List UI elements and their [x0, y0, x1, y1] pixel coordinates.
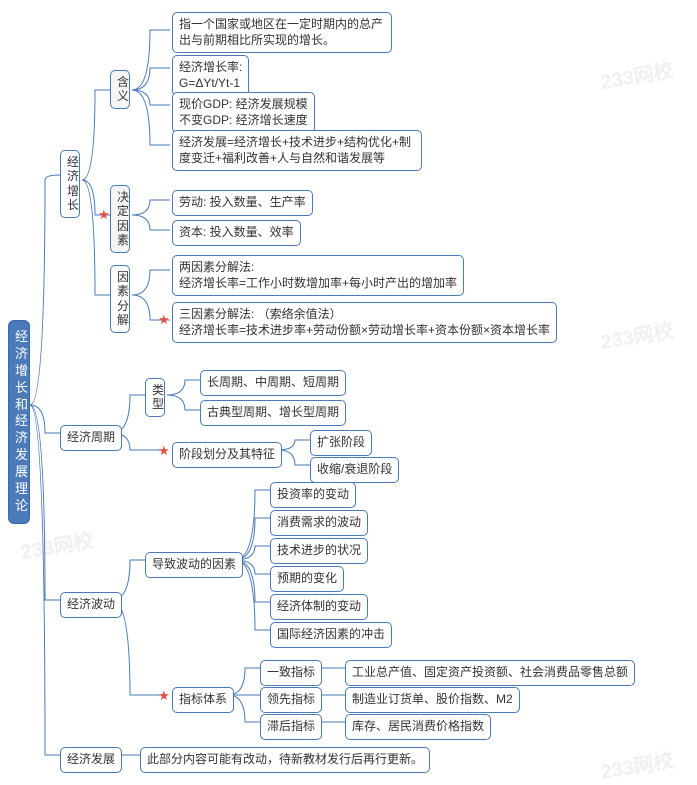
root-node: 经济增长和经济发展理论 — [8, 320, 30, 524]
leaf-m3: 现价GDP: 经济发展规模 不变GDP: 经济增长速度 — [172, 92, 315, 133]
leaf-i2: 领先指标 — [260, 687, 322, 713]
leaf-m2: 经济增长率: G=ΔYt/Yt-1 — [172, 55, 249, 96]
node-fluct-index: 指标体系 — [172, 687, 234, 713]
leaf-d1: 两因素分解法: 经济增长率=工作小时数增加率+每小时产出的增加率 — [172, 255, 464, 296]
node-growth: 经济增长 — [60, 150, 80, 218]
watermark: 233网校 — [18, 524, 95, 565]
leaf-i1: 一致指标 — [260, 660, 322, 686]
leaf-m4: 经济发展=经济增长+技术进步+结构优化+制度变迁+福利改善+人与自然和谐发展等 — [172, 130, 422, 171]
leaf-fc6: 国际经济因素的冲击 — [270, 622, 392, 648]
star-icon: ★ — [98, 207, 110, 223]
leaf-m1: 指一个国家或地区在一定时期内的总产出与前期相比所实现的增长。 — [172, 12, 392, 53]
leaf-ct1: 长周期、中周期、短周期 — [200, 370, 346, 396]
node-cycle: 经济周期 — [60, 425, 122, 451]
leaf-fc1: 投资率的变动 — [270, 482, 356, 508]
watermark: 233网校 — [598, 314, 675, 355]
node-dev: 经济发展 — [60, 747, 122, 773]
leaf-ct2: 古典型周期、增长型周期 — [200, 400, 346, 426]
node-cycle-stage: 阶段划分及其特征 — [172, 442, 282, 468]
node-cycle-type: 类型 — [145, 378, 165, 417]
leaf-fc2: 消费需求的波动 — [270, 510, 368, 536]
node-fluct-cause: 导致波动的因素 — [145, 552, 243, 578]
leaf-fc3: 技术进步的状况 — [270, 538, 368, 564]
leaf-i1d: 工业总产值、固定资产投资额、社会消费品零售总额 — [345, 660, 635, 686]
leaf-i3d: 库存、居民消费价格指数 — [345, 714, 491, 740]
star-icon: ★ — [158, 443, 170, 459]
leaf-i2d: 制造业订货单、股价指数、M2 — [345, 687, 520, 713]
watermark: 233网校 — [598, 744, 675, 785]
leaf-f1: 劳动: 投入数量、生产率 — [172, 190, 313, 216]
leaf-i3: 滞后指标 — [260, 714, 322, 740]
leaf-cs1: 扩张阶段 — [310, 430, 372, 456]
node-factors: 决定因素 — [110, 185, 130, 253]
leaf-f2: 资本: 投入数量、效率 — [172, 220, 301, 246]
leaf-dev-note: 此部分内容可能有改动，待新教材发行后再行更新。 — [140, 747, 430, 773]
node-decomp: 因素分解 — [110, 265, 130, 333]
star-icon: ★ — [158, 312, 170, 328]
leaf-d2: 三因素分解法: （索络余值法） 经济增长率=技术进步率+劳动份额×劳动增长率+资… — [172, 302, 557, 343]
node-meaning: 含义 — [110, 70, 130, 109]
leaf-cs2: 收缩/衰退阶段 — [310, 457, 399, 483]
watermark: 233网校 — [598, 54, 675, 95]
node-fluct: 经济波动 — [60, 592, 122, 618]
leaf-fc4: 预期的变化 — [270, 566, 344, 592]
star-icon: ★ — [158, 688, 170, 704]
leaf-fc5: 经济体制的变动 — [270, 594, 368, 620]
